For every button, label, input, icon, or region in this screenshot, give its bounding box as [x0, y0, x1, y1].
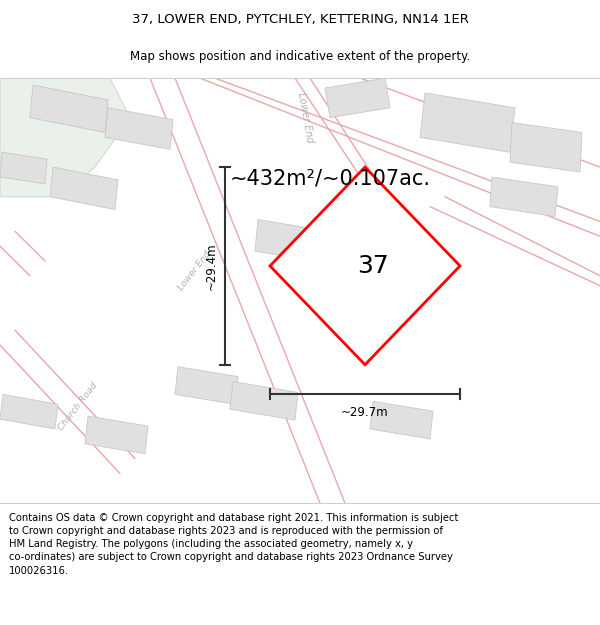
Polygon shape: [270, 167, 460, 365]
Text: Contains OS data © Crown copyright and database right 2021. This information is : Contains OS data © Crown copyright and d…: [9, 513, 458, 576]
Text: Lower End: Lower End: [296, 92, 314, 144]
Text: 37: 37: [357, 254, 389, 278]
Polygon shape: [85, 416, 148, 454]
Text: Lower End: Lower End: [177, 249, 213, 292]
Polygon shape: [0, 152, 47, 184]
Polygon shape: [420, 93, 515, 152]
Polygon shape: [255, 219, 328, 263]
Polygon shape: [325, 78, 390, 118]
Polygon shape: [230, 381, 298, 420]
Text: Map shows position and indicative extent of the property.: Map shows position and indicative extent…: [130, 50, 470, 62]
Polygon shape: [30, 85, 108, 132]
Polygon shape: [105, 107, 173, 149]
Polygon shape: [0, 394, 58, 429]
Polygon shape: [175, 367, 238, 404]
Text: ~29.4m: ~29.4m: [205, 242, 218, 290]
Polygon shape: [510, 122, 582, 172]
Polygon shape: [50, 167, 118, 209]
Polygon shape: [0, 78, 130, 197]
Text: ~432m²/~0.107ac.: ~432m²/~0.107ac.: [229, 169, 431, 189]
Text: ~29.7m: ~29.7m: [341, 406, 389, 419]
Polygon shape: [330, 241, 398, 282]
Polygon shape: [490, 177, 558, 216]
Polygon shape: [370, 401, 433, 439]
Text: 37, LOWER END, PYTCHLEY, KETTERING, NN14 1ER: 37, LOWER END, PYTCHLEY, KETTERING, NN14…: [131, 13, 469, 26]
Text: Church Road: Church Road: [56, 381, 100, 432]
